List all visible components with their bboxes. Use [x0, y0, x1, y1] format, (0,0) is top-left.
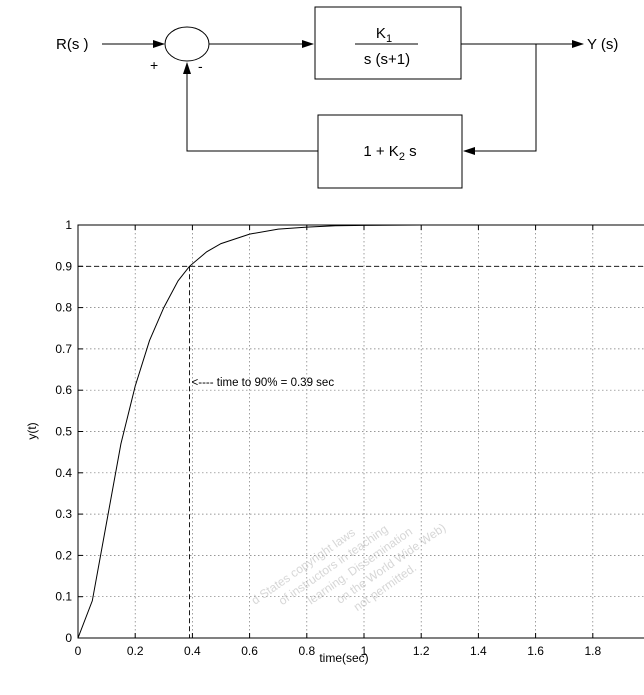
y-tick-label: 0.2	[55, 548, 72, 562]
y-axis-label: y(t)	[25, 422, 39, 439]
annotation-text: <---- time to 90% = 0.39 sec	[192, 377, 335, 389]
y-tick-label: 0.7	[55, 342, 72, 356]
y-tick-label: 0.5	[55, 425, 72, 439]
feedback-path-in	[183, 62, 318, 152]
x-tick-label: 0.6	[241, 644, 258, 658]
x-tick-label: 0.8	[298, 644, 315, 658]
y-ticks: 0 0.1 0.2 0.3 0.4 0.5 0.6 0.7 0.8 0.9 1	[55, 218, 83, 645]
x-tick-label: 1	[361, 644, 368, 658]
x-tick-label: 1.2	[413, 644, 430, 658]
y-tick-label: 0.6	[55, 383, 72, 397]
x-tick-label: 1.8	[584, 644, 601, 658]
step-response-chart: 00.20.40.60.811.21.41.61.82 00.10.20.30.…	[25, 218, 644, 665]
minus-sign: -	[198, 58, 203, 74]
forward-denominator: s (s+1)	[364, 51, 410, 68]
forward-numerator: K1	[376, 25, 392, 45]
y-tick-label: 0.4	[55, 466, 72, 480]
forward-block	[314, 6, 462, 80]
feedback-path-out	[463, 44, 537, 155]
plus-sign: +	[150, 57, 158, 73]
x-tick-label: 1.6	[527, 644, 544, 658]
feedback-block-label: 1 + K2 s	[363, 143, 416, 163]
x-axis-label: time(sec)	[319, 651, 368, 665]
y-tick-label: 0.1	[55, 590, 72, 604]
y-tick-label: 0.9	[55, 259, 72, 273]
input-label: R(s )	[56, 36, 89, 53]
y-tick-label: 1	[65, 218, 72, 232]
x-tick-label: 0	[75, 644, 82, 658]
watermark: d States copyright laws of instructors i…	[249, 520, 449, 614]
x-ticks: 00.20.40.60.811.21.41.61.82	[75, 225, 601, 658]
y-tick-label: 0.8	[55, 301, 72, 315]
y-tick-label: 0	[65, 631, 72, 645]
output-label: Y (s)	[587, 36, 618, 53]
y-tick-label: 0.3	[55, 507, 72, 521]
x-tick-label: 0.4	[184, 644, 201, 658]
x-tick-label: 1.4	[470, 644, 487, 658]
series	[77, 224, 644, 639]
series-line	[77, 224, 644, 639]
block-diagram: R(s ) + - K1 s (s+1) Y (s) 1 + K2 s	[56, 6, 618, 189]
reference-lines	[78, 265, 644, 638]
x-tick-label: 0.2	[127, 644, 144, 658]
summing-junction	[164, 26, 210, 62]
